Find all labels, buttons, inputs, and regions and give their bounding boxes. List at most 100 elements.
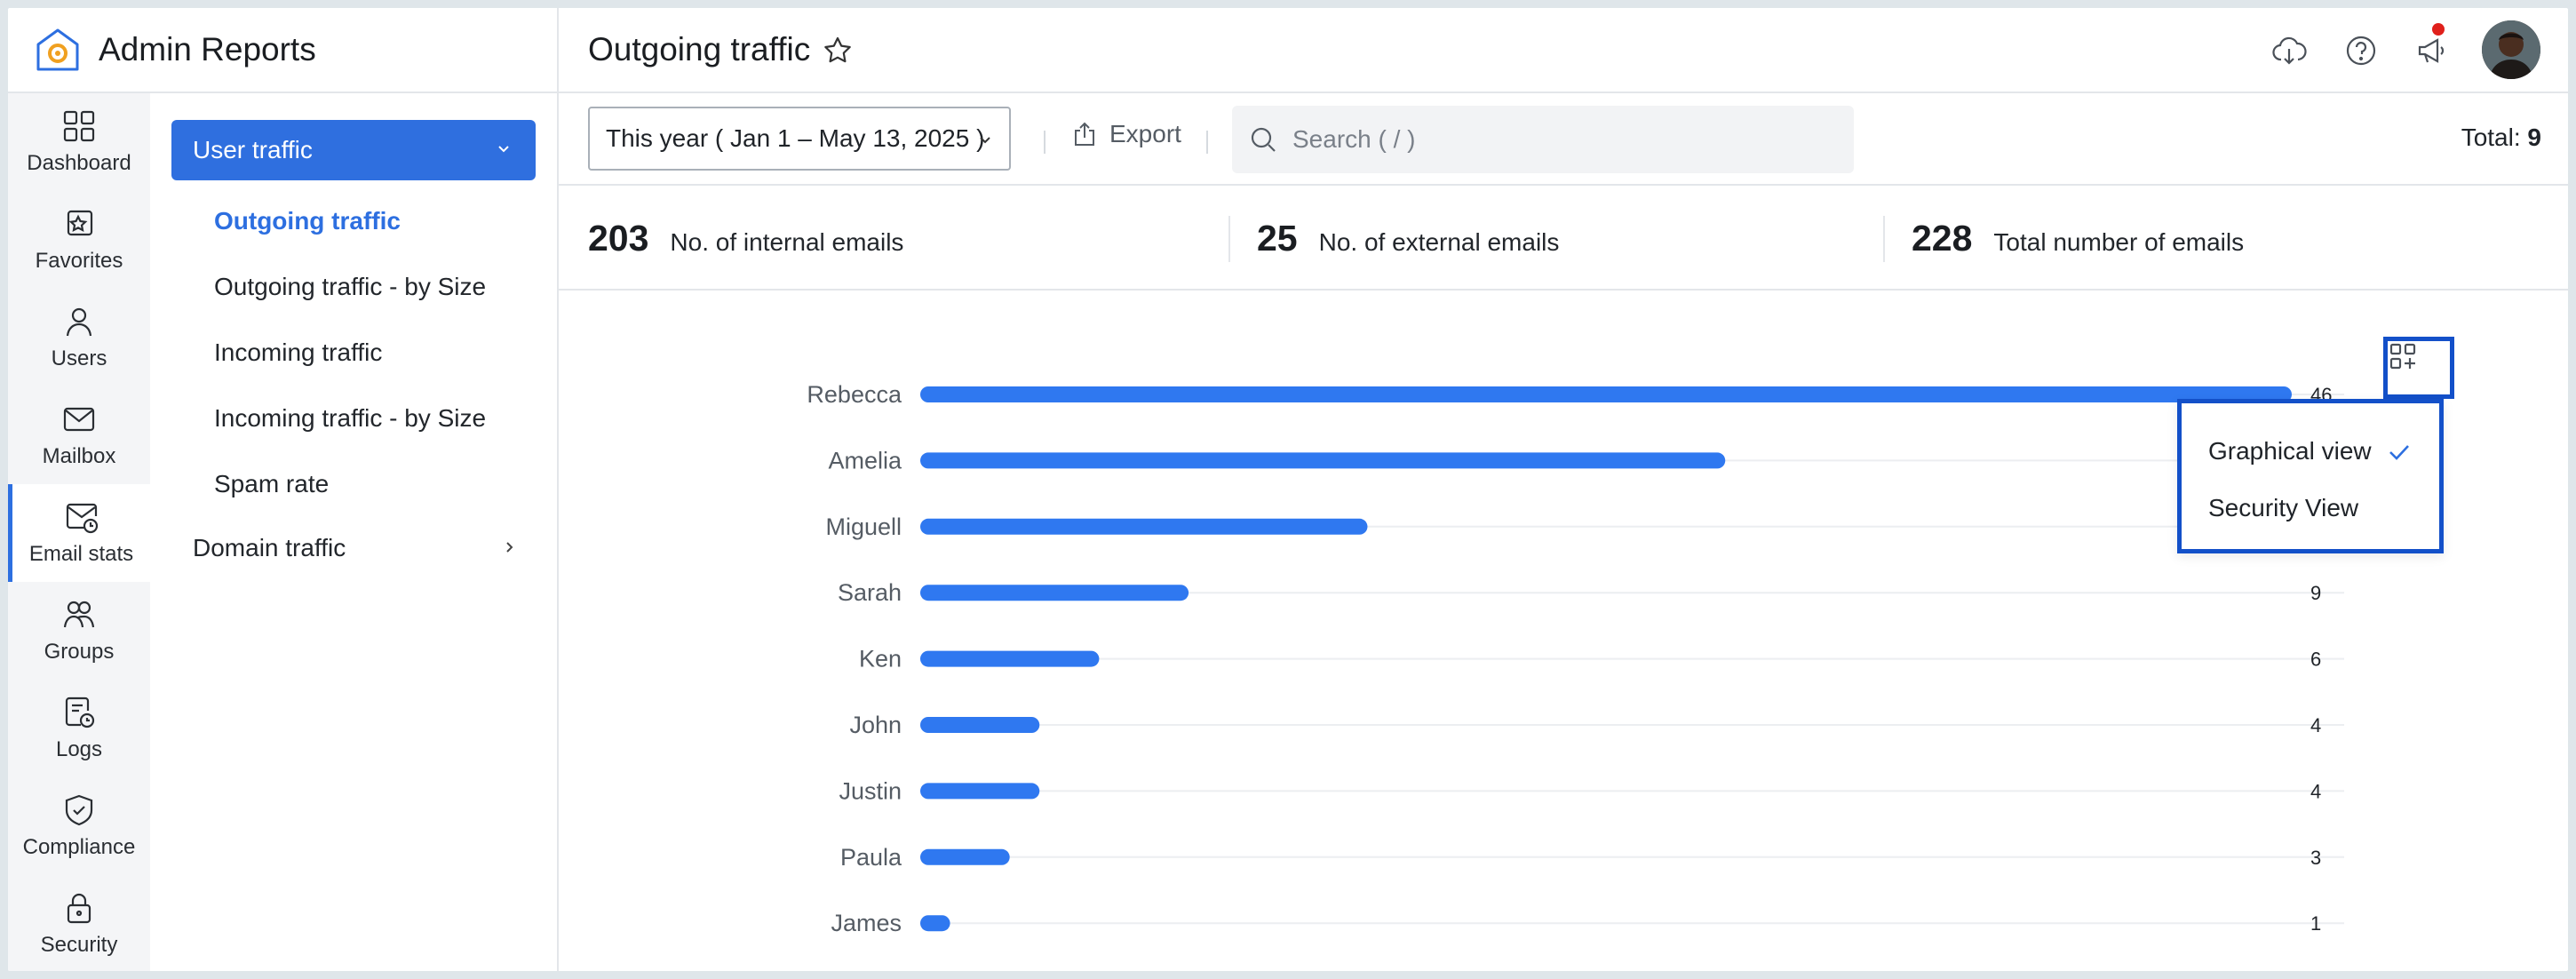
subnav-item-outgoing-traffic[interactable]: Outgoing traffic [214,207,401,235]
bar-chart: Rebecca46Amelia27Miguell15Sarah9Ken6John… [807,381,2344,936]
report-toolbar: This year ( Jan 1 – May 13, 2025 ) Expor… [559,93,2568,186]
menu-item-security-view[interactable]: Security View [2208,494,2359,521]
logs-icon [65,696,95,728]
rail-item-users[interactable]: Users [8,289,150,386]
bar[interactable] [920,518,1368,535]
bar[interactable] [920,848,1010,865]
rail-item-mailbox[interactable]: Mailbox [8,386,150,484]
value-label: 6 [2310,649,2321,671]
compliance-icon [65,794,93,826]
brand-header: Admin Reports [8,8,559,93]
bar[interactable] [920,452,1726,469]
category-label: Miguell [825,513,902,540]
page-header: Outgoing traffic [559,8,2568,93]
grid-add-icon [2389,343,2416,370]
chart-area: Rebecca46Amelia27Miguell15Sarah9Ken6John… [559,291,2568,971]
rail-label: Logs [55,737,103,761]
rail-item-favorites[interactable]: Favorites [8,191,150,289]
rail-item-compliance[interactable]: Compliance [8,777,150,875]
chevron-right-icon [506,542,513,553]
total-label: Total: [2461,123,2521,151]
bar[interactable] [920,585,1189,601]
menu-item-graphical-view[interactable]: Graphical view [2208,437,2372,465]
user-traffic-group-button[interactable]: User traffic [171,120,536,180]
subnav-item-incoming-traffic[interactable]: Incoming traffic [214,338,383,366]
date-range-value: This year ( Jan 1 – May 13, 2025 ) [606,124,985,152]
divider [1206,131,1208,154]
stat-label: Total number of emails [1993,228,2245,256]
chevron-down-icon [980,137,990,144]
stat-label: No. of external emails [1318,228,1560,256]
mailbox-icon [63,407,95,432]
value-label: 4 [2310,714,2321,736]
stat-internal-emails: 203 No. of internal emails [588,218,903,259]
rail-label: Email stats [28,542,134,566]
favorite-star-icon[interactable] [822,35,854,67]
rail-label: Favorites [35,249,123,273]
subnav-item-domain-traffic[interactable]: Domain traffic [193,534,346,561]
search-box[interactable] [1232,106,1854,173]
group-label: User traffic [193,136,313,163]
value-label: 9 [2310,582,2321,604]
value-label: 1 [2310,912,2321,935]
category-label: Sarah [838,579,902,606]
app-title: Admin Reports [99,31,316,68]
view-toggle-button[interactable] [2383,337,2454,399]
checkmark-icon [2389,445,2409,460]
bar[interactable] [920,650,1100,667]
date-range-select[interactable]: This year ( Jan 1 – May 13, 2025 ) [588,107,1011,171]
subnav-item-incoming-traffic-by-size[interactable]: Incoming traffic - by Size [214,404,487,432]
rail-item-email-stats[interactable]: Email stats [8,484,150,582]
rail-item-security[interactable]: Security [8,875,150,971]
download-cloud-icon[interactable] [2271,33,2307,68]
subnav-item-spam-rate[interactable]: Spam rate [214,470,330,497]
category-label: Justin [839,777,902,804]
stat-value: 228 [1912,218,1973,259]
category-label: Rebecca [807,381,902,408]
groups-icon [63,601,95,628]
summary-stats: 203 No. of internal emails 25 No. of ext… [559,186,2568,291]
icon-rail: Dashboard Favorites Users Mailbox Email … [8,93,150,971]
user-icon [66,307,92,337]
search-input[interactable] [1292,125,1825,154]
avatar[interactable] [2482,20,2540,79]
favorites-icon [67,210,93,236]
admin-reports-logo-icon [36,28,79,71]
export-label: Export [1109,120,1181,147]
bar[interactable] [920,717,1040,733]
rail-item-groups[interactable]: Groups [8,582,150,680]
search-icon [1251,127,1276,152]
notification-dot [2432,23,2445,36]
bar[interactable] [920,783,1040,800]
rail-label: Groups [44,640,115,664]
stat-total-emails: 228 Total number of emails [1912,218,2244,259]
rail-item-dashboard[interactable]: Dashboard [8,93,150,191]
total-value: 9 [2527,123,2541,151]
announcement-icon[interactable] [2414,33,2450,68]
stat-value: 203 [588,218,649,259]
chevron-down-icon [498,146,509,153]
view-menu: Graphical view Security View [2177,399,2444,553]
value-label: 4 [2310,780,2321,802]
stat-label: No. of internal emails [670,228,904,256]
page-title: Outgoing traffic [588,31,811,68]
help-icon[interactable] [2343,33,2379,68]
value-label: 3 [2310,847,2321,869]
category-label: Ken [859,646,902,673]
category-label: Amelia [828,447,902,474]
export-button[interactable]: Export [1070,120,1181,148]
bar[interactable] [920,915,950,932]
rail-label: Mailbox [42,444,116,468]
email-stats-icon [66,503,98,534]
divider [1883,216,1885,262]
bar[interactable] [920,386,2292,402]
subnav-item-outgoing-traffic-by-size[interactable]: Outgoing traffic - by Size [214,273,487,300]
sub-navigation: User traffic Outgoing traffic Outgoing t… [150,93,559,971]
category-label: Paula [840,844,902,871]
rail-item-logs[interactable]: Logs [8,680,150,777]
divider [1044,131,1046,154]
divider [1228,216,1230,262]
category-label: John [849,712,902,738]
rail-label: Users [51,346,107,370]
export-icon [1075,122,1094,146]
